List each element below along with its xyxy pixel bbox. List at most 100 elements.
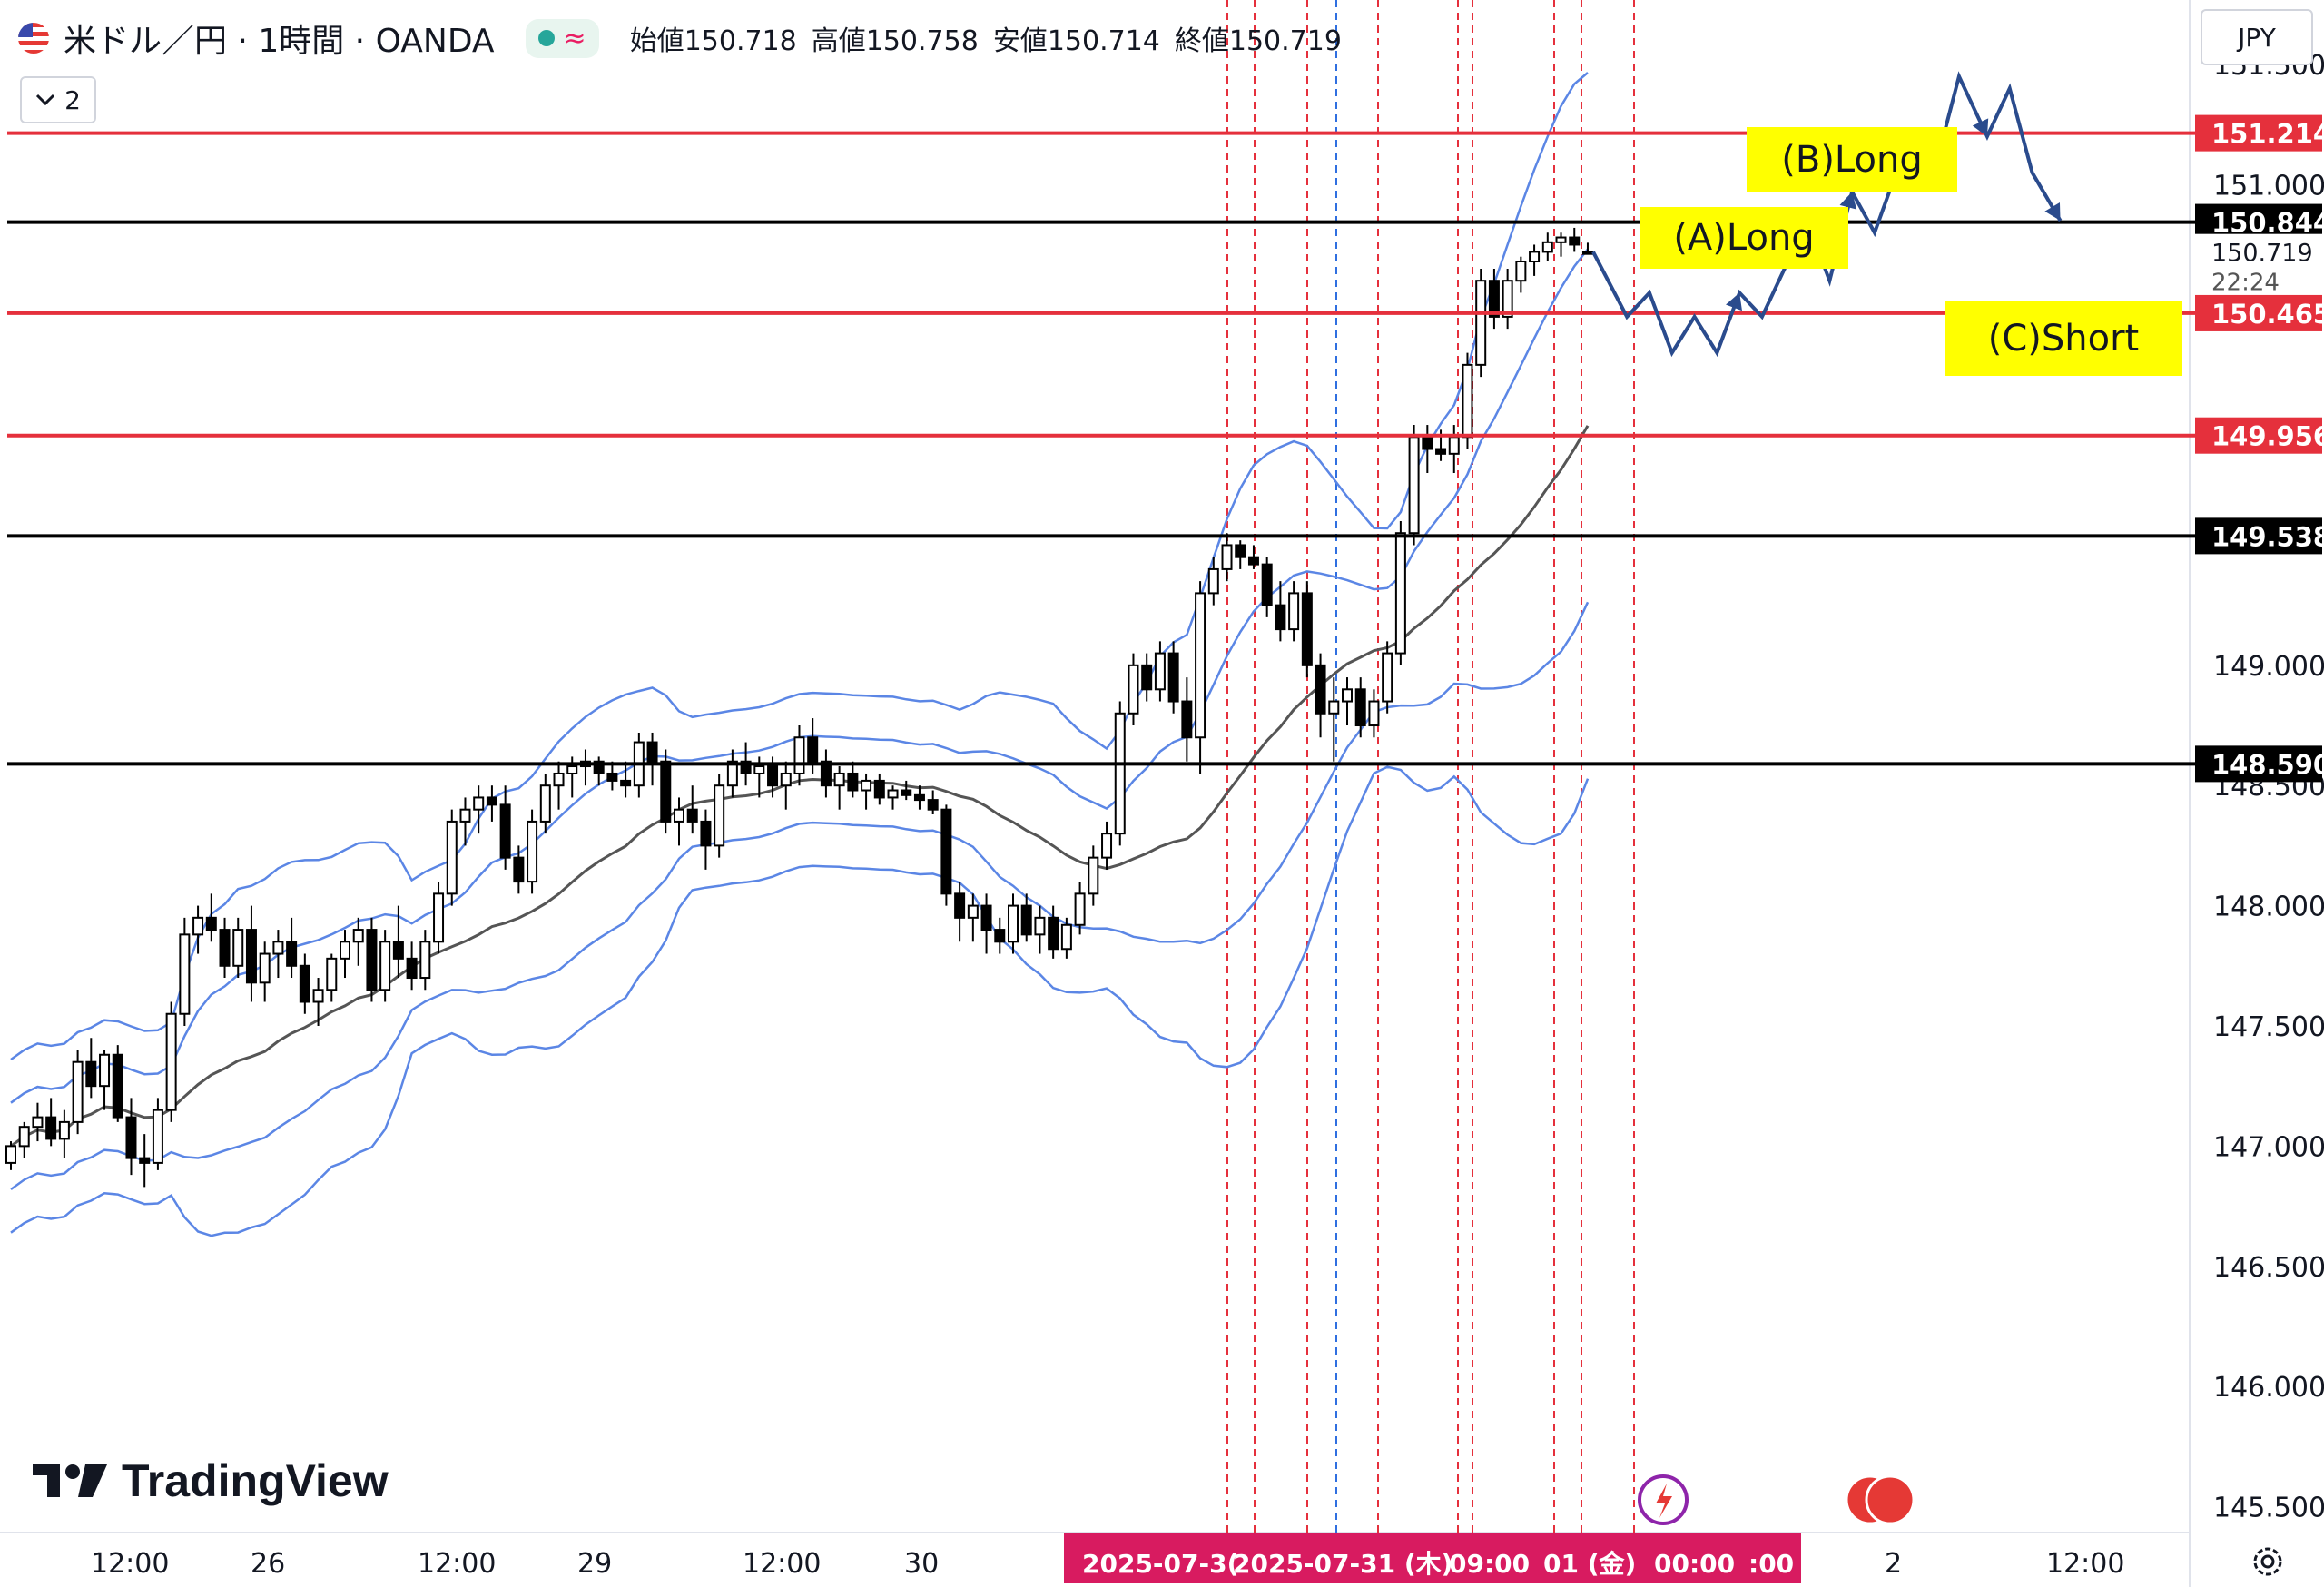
- candle-body[interactable]: [18, 1126, 30, 1148]
- candle-body[interactable]: [980, 904, 992, 932]
- candle-body[interactable]: [486, 796, 497, 806]
- candle-body[interactable]: [1502, 280, 1513, 318]
- indicators-collapse-button[interactable]: 2: [20, 76, 96, 123]
- candle-body[interactable]: [1141, 664, 1153, 691]
- candle-body[interactable]: [820, 760, 832, 787]
- candle-body[interactable]: [1154, 652, 1166, 691]
- candle-body[interactable]: [527, 820, 538, 883]
- candle-body[interactable]: [1235, 544, 1246, 558]
- candle-body[interactable]: [553, 772, 565, 787]
- candle-body[interactable]: [1448, 436, 1460, 455]
- candle-body[interactable]: [392, 941, 404, 960]
- candle-body[interactable]: [940, 808, 952, 895]
- candle-body[interactable]: [954, 892, 966, 919]
- candle-body[interactable]: [366, 929, 378, 991]
- candle-body[interactable]: [379, 941, 391, 991]
- candle-body[interactable]: [352, 929, 364, 943]
- candle-body[interactable]: [861, 779, 872, 792]
- candle-body[interactable]: [245, 929, 257, 984]
- candle-body[interactable]: [1555, 236, 1567, 243]
- annotation-b-long[interactable]: (B)Long: [1747, 127, 1957, 192]
- candle-body[interactable]: [767, 765, 779, 787]
- candle-body[interactable]: [1342, 688, 1353, 703]
- settings-gear-icon[interactable]: [2250, 1543, 2286, 1580]
- candle-body[interactable]: [833, 772, 845, 787]
- candle-body[interactable]: [312, 989, 324, 1003]
- candle-body[interactable]: [99, 1053, 111, 1088]
- candle-body[interactable]: [1101, 833, 1113, 859]
- candle-body[interactable]: [326, 957, 338, 991]
- candle-body[interactable]: [1114, 712, 1126, 835]
- candle-body[interactable]: [1275, 604, 1286, 631]
- candle-body[interactable]: [686, 808, 698, 823]
- candle-body[interactable]: [1301, 592, 1313, 666]
- candle-body[interactable]: [700, 820, 712, 847]
- candle-body[interactable]: [1328, 700, 1340, 715]
- candle-body[interactable]: [1034, 916, 1046, 936]
- candle-body[interactable]: [1422, 436, 1433, 450]
- candle-body[interactable]: [1541, 241, 1553, 253]
- candle-body[interactable]: [1354, 688, 1366, 727]
- candle-body[interactable]: [85, 1060, 97, 1088]
- candle-body[interactable]: [1088, 856, 1099, 895]
- candle-body[interactable]: [606, 772, 618, 782]
- candle-body[interactable]: [165, 1012, 177, 1111]
- candle-body[interactable]: [847, 772, 859, 792]
- tradingview-logo[interactable]: TradingView: [33, 1454, 389, 1507]
- candle-body[interactable]: [780, 772, 792, 787]
- candle-body[interactable]: [1221, 544, 1233, 570]
- candle-body[interactable]: [1368, 700, 1380, 727]
- candle-body[interactable]: [1128, 664, 1139, 715]
- candle-body[interactable]: [1462, 363, 1473, 439]
- candle-body[interactable]: [125, 1116, 137, 1159]
- candle-body[interactable]: [566, 765, 578, 774]
- candle-body[interactable]: [873, 779, 885, 799]
- candle-body[interactable]: [887, 789, 899, 799]
- candle-body[interactable]: [1288, 592, 1300, 631]
- candle-body[interactable]: [192, 916, 204, 936]
- candle-body[interactable]: [139, 1157, 151, 1164]
- candle-body[interactable]: [593, 760, 605, 774]
- candle-body[interactable]: [1247, 556, 1259, 566]
- candle-body[interactable]: [740, 760, 752, 774]
- candle-body[interactable]: [499, 803, 511, 859]
- candle-body[interactable]: [340, 941, 350, 960]
- candle-body[interactable]: [1475, 280, 1487, 366]
- candle-body[interactable]: [286, 941, 298, 967]
- candle-body[interactable]: [674, 808, 684, 823]
- candle-body[interactable]: [58, 1120, 70, 1140]
- candle-body[interactable]: [1048, 916, 1059, 951]
- candle-body[interactable]: [112, 1053, 123, 1119]
- currency-button[interactable]: JPY: [2201, 9, 2313, 65]
- candle-body[interactable]: [1261, 563, 1273, 606]
- candle-body[interactable]: [646, 741, 658, 763]
- candle-body[interactable]: [152, 1109, 163, 1164]
- candle-body[interactable]: [1435, 448, 1447, 455]
- candle-body[interactable]: [1167, 652, 1179, 703]
- candle-body[interactable]: [232, 929, 244, 967]
- candle-body[interactable]: [1207, 567, 1219, 595]
- symbol-title[interactable]: 米ドル／円 · 1時間 · OANDA: [64, 23, 495, 60]
- candle-body[interactable]: [1195, 592, 1206, 739]
- candle-body[interactable]: [1074, 892, 1086, 926]
- candle-body[interactable]: [45, 1116, 57, 1140]
- candle-body[interactable]: [1181, 700, 1193, 739]
- candle-body[interactable]: [1408, 436, 1420, 535]
- candle-body[interactable]: [967, 904, 979, 919]
- annotation-a-long[interactable]: (A)Long: [1640, 207, 1848, 269]
- candle-body[interactable]: [1382, 652, 1393, 703]
- candle-body[interactable]: [1020, 904, 1032, 936]
- candle-body[interactable]: [539, 784, 551, 823]
- candle-body[interactable]: [1060, 923, 1072, 951]
- candle-body[interactable]: [1569, 236, 1581, 246]
- candle-body[interactable]: [1394, 532, 1406, 655]
- candle-body[interactable]: [1315, 664, 1326, 715]
- candle-body[interactable]: [620, 779, 632, 787]
- candle-body[interactable]: [901, 789, 912, 796]
- candle-body[interactable]: [1529, 251, 1541, 263]
- candle-body[interactable]: [72, 1060, 84, 1123]
- candle-body[interactable]: [433, 892, 445, 943]
- candle-body[interactable]: [5, 1145, 16, 1164]
- candle-body[interactable]: [714, 784, 725, 847]
